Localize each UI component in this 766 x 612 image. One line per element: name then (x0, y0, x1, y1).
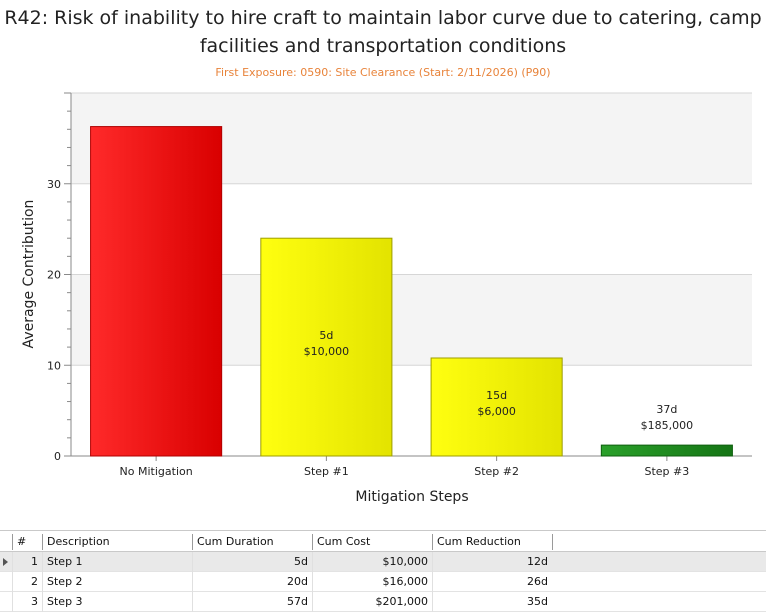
x-tick-label: Step #3 (644, 465, 689, 478)
y-tick-label: 30 (47, 178, 61, 191)
row-cum-cost[interactable]: $10,000 (312, 552, 432, 572)
bar-cost-label: $185,000 (641, 419, 694, 432)
axes: 0 10 20 30 No Mitigation Step #1 Step #2 Step #… (47, 92, 752, 478)
chart-title-line-1: R42: Risk of inability to hire craft to … (4, 7, 762, 29)
table-row[interactable]: 2 Step 2 20d $16,000 26d (0, 572, 766, 592)
row-cum-cost[interactable]: $16,000 (312, 572, 432, 592)
row-cum-reduction[interactable]: 35d (432, 592, 552, 612)
row-cum-reduction[interactable]: 12d (432, 552, 552, 572)
row-number: 1 (12, 552, 42, 572)
bar-labels: 5d $10,000 15d $6,000 37d $185,000 (304, 329, 694, 432)
column-header-filler (552, 534, 766, 550)
table-row[interactable]: 1 Step 1 5d $10,000 12d (0, 552, 766, 572)
table-row[interactable]: 3 Step 3 57d $201,000 35d (0, 592, 766, 612)
row-cum-duration[interactable]: 20d (192, 572, 312, 592)
mitigation-steps-table: # Description Cum Duration Cum Cost Cum … (0, 530, 766, 612)
bars (90, 126, 733, 457)
row-cum-duration[interactable]: 57d (192, 592, 312, 612)
bar-no-mitigation (90, 126, 223, 457)
row-cum-reduction[interactable]: 26d (432, 572, 552, 592)
column-header-cum-cost[interactable]: Cum Cost (312, 534, 432, 550)
column-header-number[interactable]: # (12, 534, 42, 550)
table-header: # Description Cum Duration Cum Cost Cum … (0, 530, 766, 552)
bar-duration-label: 15d (486, 389, 507, 402)
bar-cost-label: $6,000 (477, 405, 516, 418)
column-header-cum-reduction[interactable]: Cum Reduction (432, 534, 552, 550)
column-header-cum-duration[interactable]: Cum Duration (192, 534, 312, 550)
row-cum-cost[interactable]: $201,000 (312, 592, 432, 612)
bar-step-1 (260, 237, 393, 457)
row-description[interactable]: Step 3 (42, 592, 192, 612)
bar-duration-label: 5d (319, 329, 333, 342)
chart-subtitle: First Exposure: 0590: Site Clearance (St… (215, 66, 551, 79)
x-tick-label: Step #1 (304, 465, 349, 478)
row-description[interactable]: Step 1 (42, 552, 192, 572)
y-tick-label: 0 (54, 450, 61, 463)
chart-title: R42: Risk of inability to hire craft to … (0, 4, 766, 60)
row-number: 3 (12, 592, 42, 612)
row-cum-duration[interactable]: 5d (192, 552, 312, 572)
bar-step-3 (600, 444, 733, 457)
row-description[interactable]: Step 2 (42, 572, 192, 592)
y-tick-label: 10 (47, 359, 61, 372)
current-row-indicator-icon (3, 558, 8, 566)
bar-cost-label: $10,000 (304, 345, 350, 358)
y-axis-title: Average Contribution (21, 200, 37, 349)
bar-step-2 (430, 357, 563, 457)
bar-duration-label: 37d (656, 403, 677, 416)
x-axis-title: Mitigation Steps (355, 489, 468, 505)
chart-title-line-2: facilities and transportation conditions (199, 35, 567, 57)
y-tick-label: 20 (47, 269, 61, 282)
x-tick-label: Step #2 (474, 465, 519, 478)
x-tick-label: No Mitigation (120, 465, 193, 478)
bar-chart: 0 10 20 30 No Mitigation Step #1 Step #2 Step #… (21, 92, 752, 505)
column-header-description[interactable]: Description (42, 534, 192, 550)
row-number: 2 (12, 572, 42, 592)
